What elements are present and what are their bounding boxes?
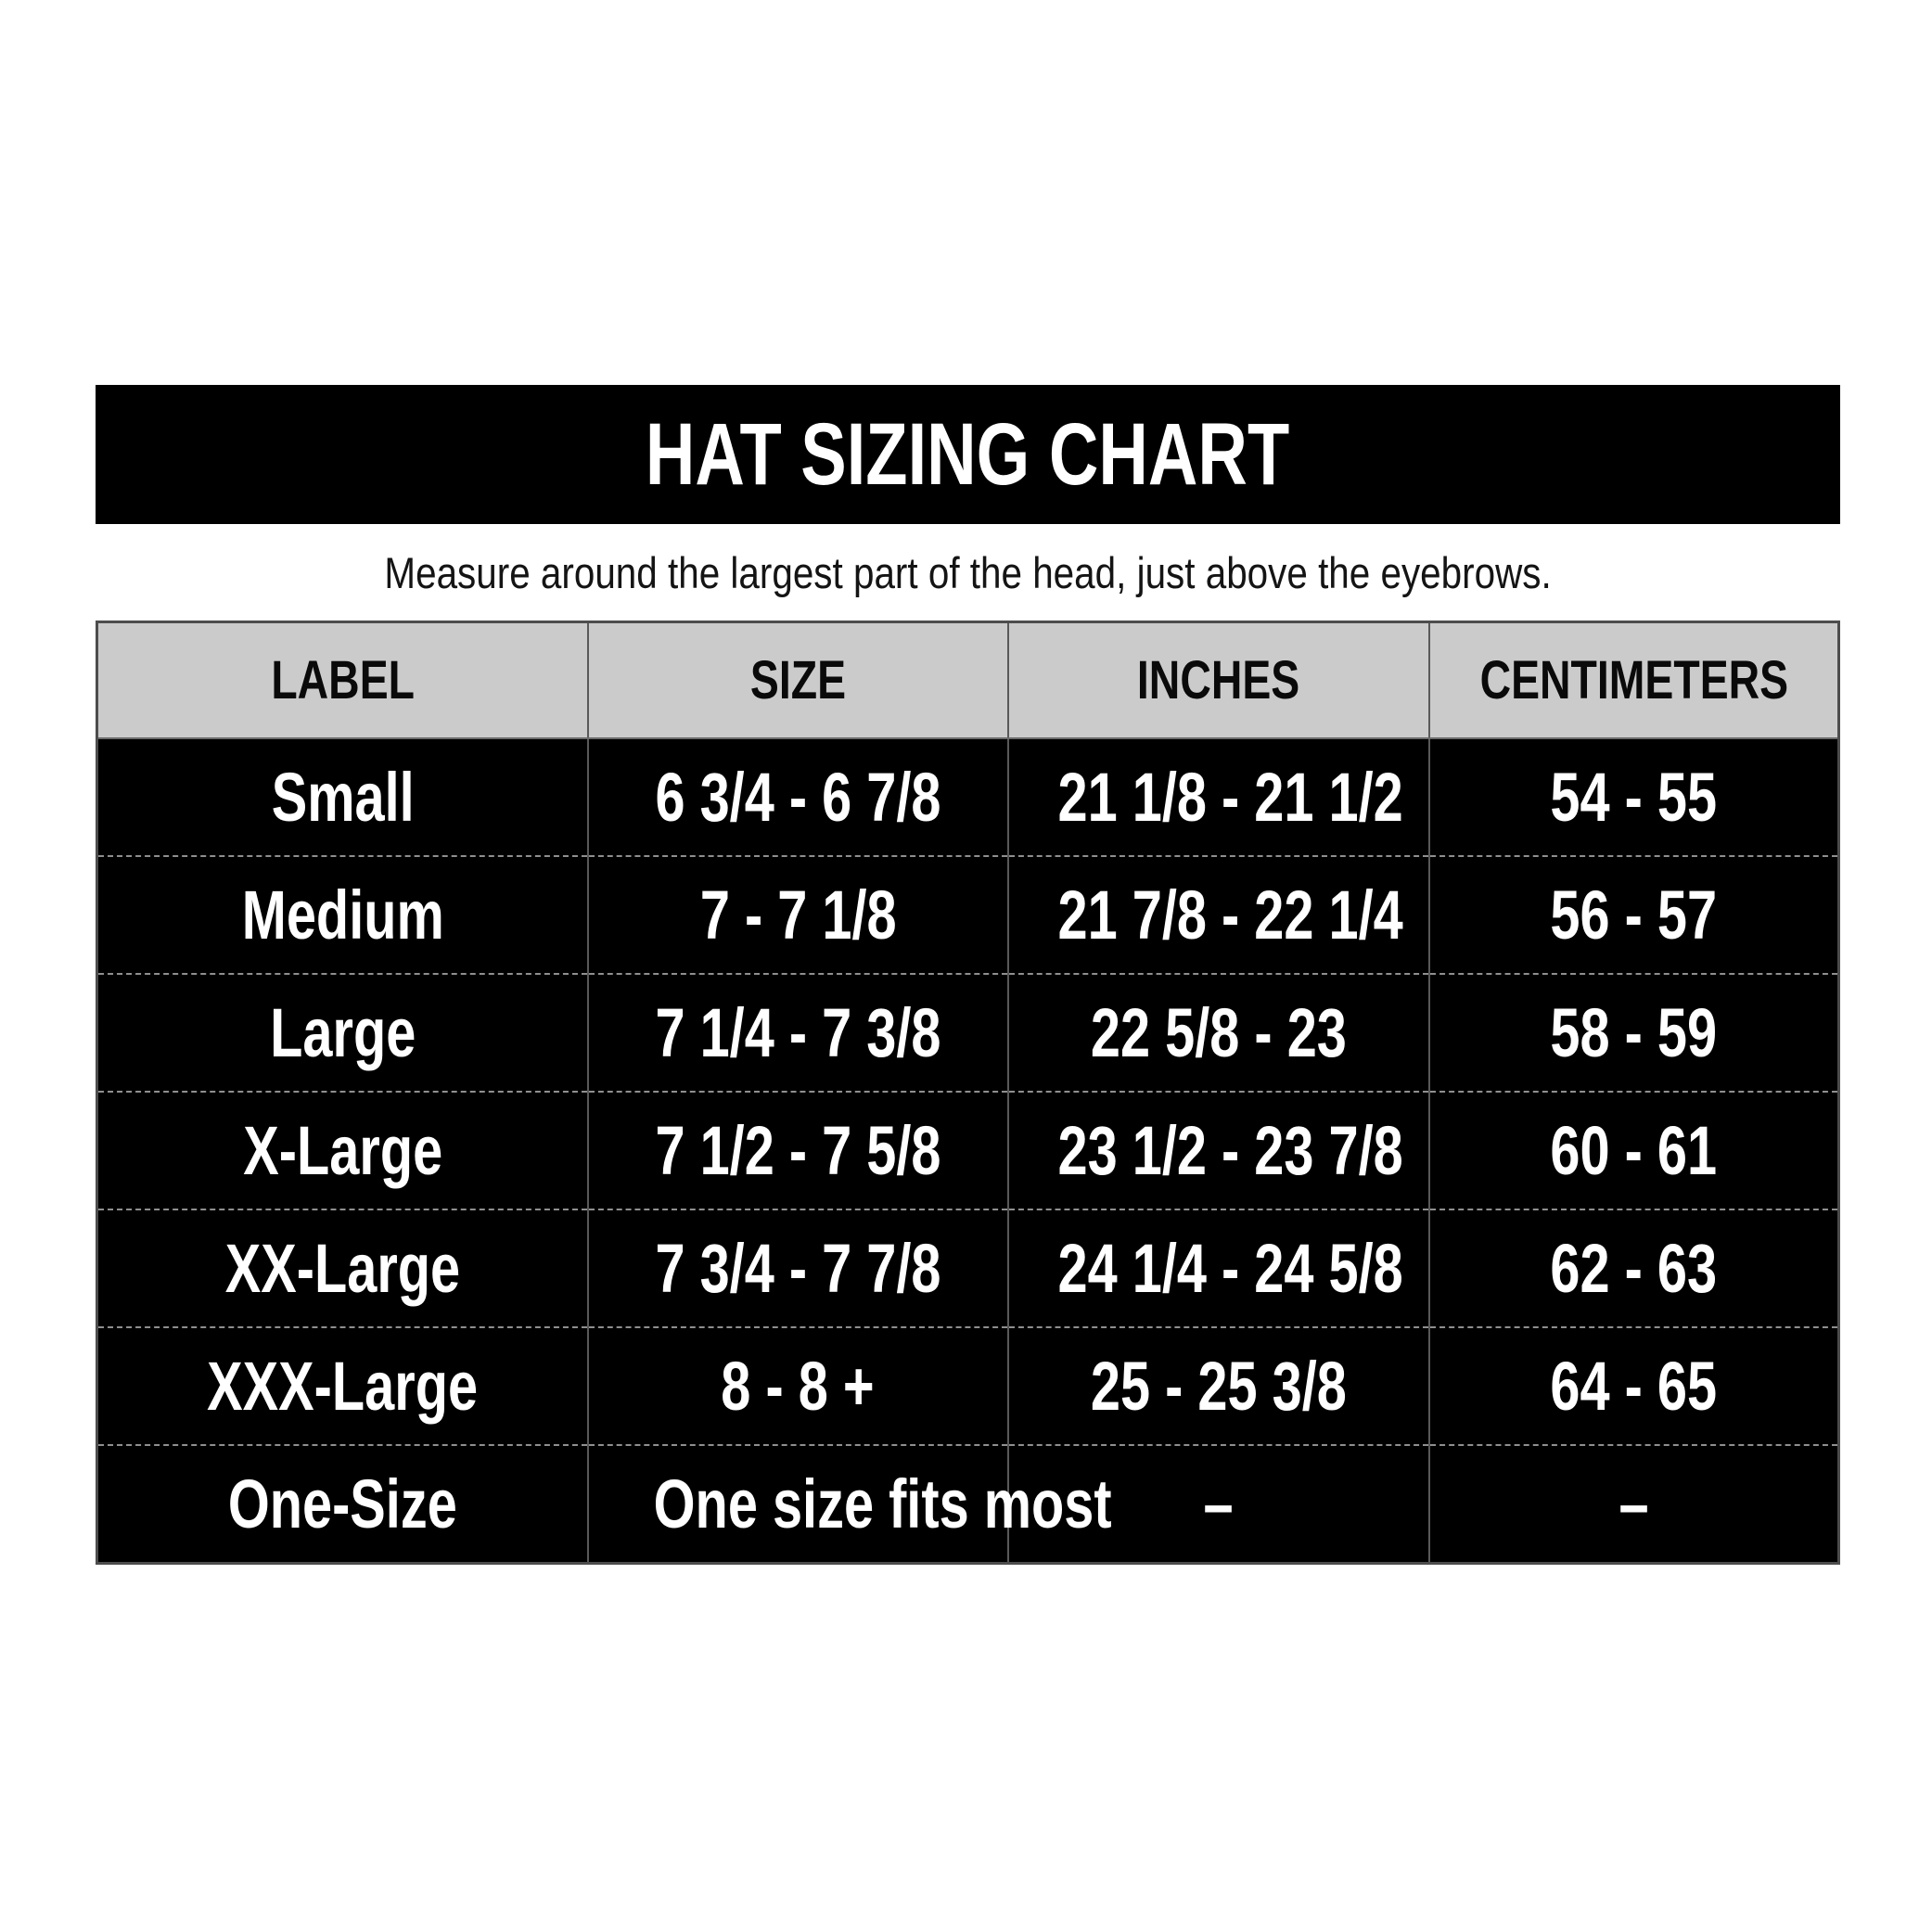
size-text: One size fits most <box>653 1465 1112 1542</box>
inches-cell: 22 5/8 - 23 <box>1006 973 1430 1092</box>
size-text: 7 3/4 - 7 7/8 <box>655 1230 941 1307</box>
hat-sizing-table: LABEL SIZE INCHES CENTIMETERS Small 6 3/… <box>96 621 1840 1565</box>
centimeters-text: 58 - 59 <box>1550 994 1718 1071</box>
size-cell: 6 3/4 - 6 7/8 <box>587 738 1008 856</box>
label-cell: XXX-Large <box>96 1326 589 1445</box>
label-text: Large <box>269 994 416 1071</box>
label-cell: Large <box>96 973 589 1092</box>
table-row-medium: Medium 7 - 7 1/8 21 7/8 - 22 1/4 56 - 57 <box>96 855 1839 974</box>
size-cell: 7 1/4 - 7 3/8 <box>587 973 1008 1092</box>
centimeters-text: 64 - 65 <box>1550 1348 1718 1425</box>
inches-text: 25 - 25 3/8 <box>1090 1348 1347 1425</box>
header-cell-size: SIZE <box>587 621 1008 739</box>
centimeters-cell: 60 - 61 <box>1428 1091 1839 1209</box>
centimeters-text: 54 - 55 <box>1550 759 1718 836</box>
inches-cell: 23 1/2 - 23 7/8 <box>1006 1091 1430 1209</box>
header-cell-label: LABEL <box>96 621 589 739</box>
label-cell: Small <box>96 738 589 856</box>
header-centimeters-text: CENTIMETERS <box>1479 650 1788 710</box>
size-text: 7 - 7 1/8 <box>699 876 897 953</box>
inches-cell: 21 1/8 - 21 1/2 <box>1006 738 1430 856</box>
table-row-one-size: One-Size One size fits most – – <box>96 1444 1839 1564</box>
label-cell: Medium <box>96 855 589 974</box>
inches-text: – <box>1203 1465 1234 1542</box>
label-text: Medium <box>241 876 444 953</box>
inches-cell: – <box>1006 1444 1430 1564</box>
size-cell: 7 - 7 1/8 <box>587 855 1008 974</box>
centimeters-cell: 58 - 59 <box>1428 973 1839 1092</box>
table-header-row: LABEL SIZE INCHES CENTIMETERS <box>96 621 1839 739</box>
inches-text: 24 1/4 - 24 5/8 <box>1057 1230 1403 1307</box>
label-cell: One-Size <box>96 1444 589 1564</box>
centimeters-cell: – <box>1428 1444 1839 1564</box>
page-title: HAT SIZING CHART <box>646 404 1290 504</box>
centimeters-text: 62 - 63 <box>1550 1230 1718 1307</box>
centimeters-text: 56 - 57 <box>1550 876 1718 953</box>
label-text: XX-Large <box>224 1230 461 1307</box>
label-text: One-Size <box>228 1465 458 1542</box>
size-cell: 8 - 8 + <box>587 1326 1008 1445</box>
inches-cell: 21 7/8 - 22 1/4 <box>1006 855 1430 974</box>
header-size-text: SIZE <box>749 650 846 710</box>
header-cell-inches: INCHES <box>1006 621 1430 739</box>
inches-cell: 24 1/4 - 24 5/8 <box>1006 1209 1430 1327</box>
measuring-instructions: Measure around the largest part of the h… <box>384 547 1552 597</box>
title-banner: HAT SIZING CHART <box>96 385 1840 524</box>
size-text: 7 1/4 - 7 3/8 <box>655 994 941 1071</box>
inches-text: 23 1/2 - 23 7/8 <box>1057 1112 1403 1189</box>
centimeters-text: 60 - 61 <box>1550 1112 1718 1189</box>
inches-text: 21 1/8 - 21 1/2 <box>1057 759 1403 836</box>
label-text: XXX-Large <box>207 1348 479 1425</box>
centimeters-text: – <box>1619 1465 1649 1542</box>
label-cell: X-Large <box>96 1091 589 1209</box>
table-row-small: Small 6 3/4 - 6 7/8 21 1/8 - 21 1/2 54 -… <box>96 738 1839 856</box>
table-row-x-large: X-Large 7 1/2 - 7 5/8 23 1/2 - 23 7/8 60… <box>96 1091 1839 1209</box>
label-cell: XX-Large <box>96 1209 589 1327</box>
size-cell: 7 1/2 - 7 5/8 <box>587 1091 1008 1209</box>
size-text: 8 - 8 + <box>721 1348 876 1425</box>
hat-sizing-chart: HAT SIZING CHART Measure around the larg… <box>96 385 1840 1565</box>
inches-cell: 25 - 25 3/8 <box>1006 1326 1430 1445</box>
centimeters-cell: 64 - 65 <box>1428 1326 1839 1445</box>
centimeters-cell: 62 - 63 <box>1428 1209 1839 1327</box>
inches-text: 21 7/8 - 22 1/4 <box>1057 876 1403 953</box>
centimeters-cell: 54 - 55 <box>1428 738 1839 856</box>
header-cell-centimeters: CENTIMETERS <box>1428 621 1839 739</box>
header-inches-text: INCHES <box>1137 650 1300 710</box>
label-text: Small <box>271 759 415 836</box>
size-cell: 7 3/4 - 7 7/8 <box>587 1209 1008 1327</box>
subtitle-row: Measure around the largest part of the h… <box>96 524 1840 621</box>
label-text: X-Large <box>243 1112 442 1189</box>
header-label-text: LABEL <box>271 650 415 710</box>
size-text: 6 3/4 - 6 7/8 <box>655 759 941 836</box>
table-row-xx-large: XX-Large 7 3/4 - 7 7/8 24 1/4 - 24 5/8 6… <box>96 1209 1839 1327</box>
inches-text: 22 5/8 - 23 <box>1090 994 1347 1071</box>
size-cell: One size fits most <box>587 1444 1112 1564</box>
table-row-xxx-large: XXX-Large 8 - 8 + 25 - 25 3/8 64 - 65 <box>96 1326 1839 1445</box>
table-row-large: Large 7 1/4 - 7 3/8 22 5/8 - 23 58 - 59 <box>96 973 1839 1092</box>
size-text: 7 1/2 - 7 5/8 <box>655 1112 941 1189</box>
centimeters-cell: 56 - 57 <box>1428 855 1839 974</box>
